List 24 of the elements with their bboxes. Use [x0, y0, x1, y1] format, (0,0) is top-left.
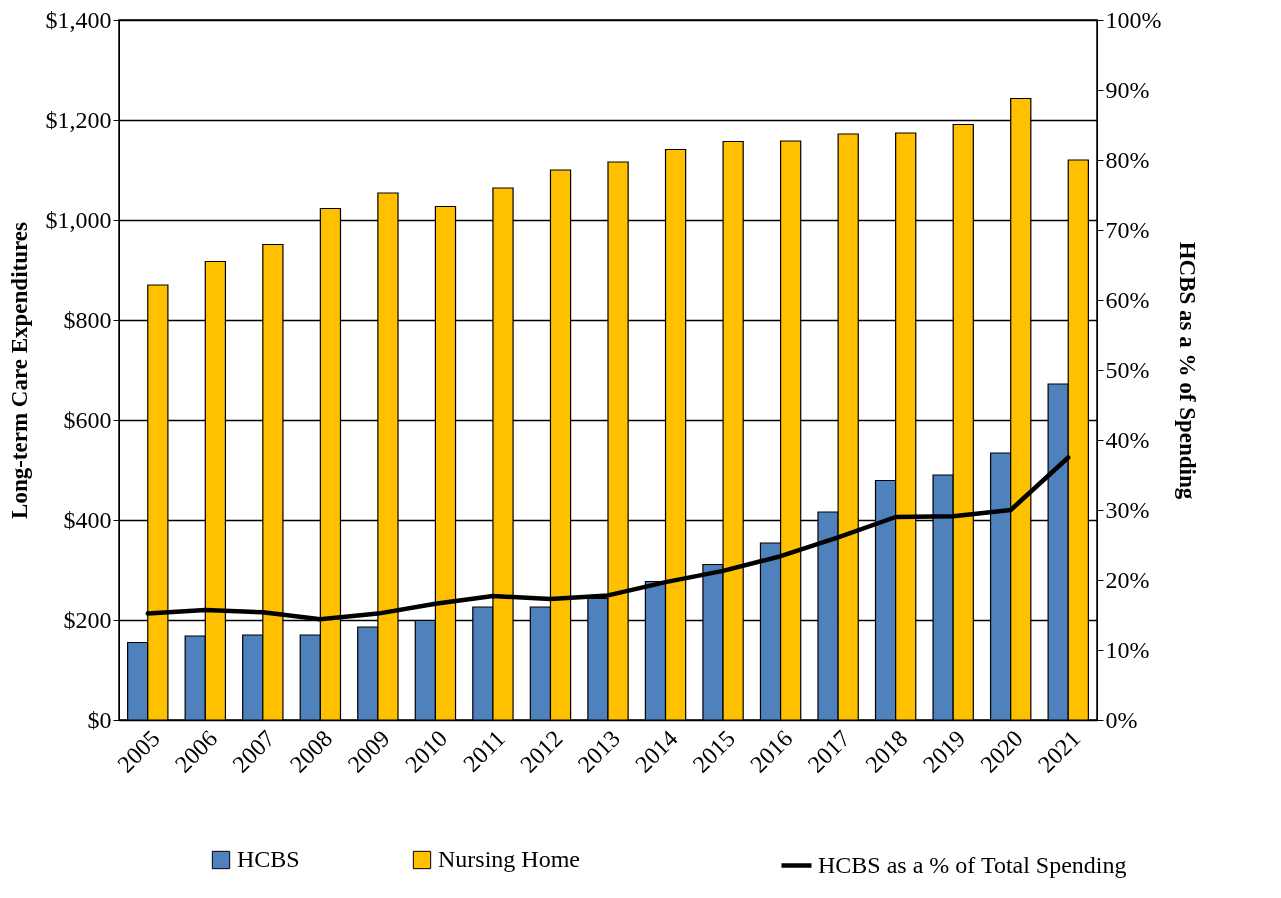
y-tick-label: $600 [63, 406, 112, 433]
legend-label: Nursing Home [438, 846, 580, 872]
y2-tick-label: 80% [1105, 146, 1150, 173]
y-tick-label: $0 [87, 706, 112, 733]
y-tick-label: $1,000 [45, 206, 112, 233]
y-axis-title: Long-term Care Expenditures [6, 222, 32, 519]
y2-tick-label: 20% [1105, 566, 1150, 593]
y2-tick-label: 60% [1105, 286, 1150, 313]
legend-label: HCBS [237, 846, 300, 872]
y-tick-label: $1,200 [45, 106, 112, 133]
y-tick-label: $1,400 [45, 6, 112, 33]
y-tick-label: $800 [63, 306, 112, 333]
y2-tick-label: 0% [1105, 706, 1138, 733]
y-tick-label: $200 [63, 606, 112, 633]
y2-tick-label: 90% [1105, 76, 1150, 103]
y-tick-label: $400 [63, 506, 112, 533]
y2-axis-title: HCBS as a % of Spending [1175, 241, 1201, 500]
y2-tick-label: 10% [1105, 636, 1150, 663]
y2-tick-label: 100% [1105, 6, 1162, 33]
y2-tick-label: 40% [1105, 426, 1150, 453]
y2-tick-label: 50% [1105, 356, 1150, 383]
y2-tick-label: 70% [1105, 216, 1150, 243]
legend-label: HCBS as a % of Total Spending [818, 851, 1127, 878]
y2-tick-label: 30% [1105, 496, 1150, 523]
